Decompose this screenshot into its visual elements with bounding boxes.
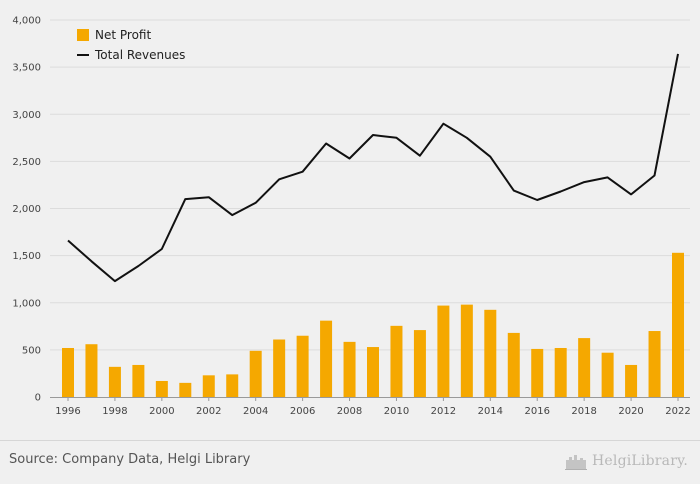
gridlines — [50, 19, 690, 351]
y-tick-label: 3,000 — [12, 110, 41, 121]
x-tick-label: 1996 — [55, 406, 80, 417]
y-tick-label: 4,000 — [12, 16, 41, 27]
bar-net-profit-2002 — [202, 375, 215, 397]
bar-net-profit-1996 — [62, 347, 74, 397]
x-tick-label: 2016 — [525, 406, 550, 417]
net-profit-bars — [62, 252, 684, 397]
bar-net-profit-2012 — [437, 305, 450, 397]
y-tick-label: 3,500 — [12, 63, 41, 74]
bar-net-profit-2022 — [672, 252, 684, 397]
y-axis-ticks: 0 500 1,000 1,500 2,000 2,500 3,000 3,500 4,000 — [12, 16, 41, 404]
y-tick-label: 1,000 — [12, 298, 41, 309]
y-tick-label: 2,500 — [12, 157, 41, 168]
legend-label-net-profit: Net Profit — [95, 28, 151, 42]
total-revenues-line — [67, 53, 679, 283]
bar-net-profit-2008 — [343, 341, 356, 397]
x-tick-label: 2002 — [196, 406, 221, 417]
legend: Net Profit Total Revenues — [77, 28, 185, 62]
chart: 05001,0001,5002,0002,5003,0003,5004,000 … — [12, 16, 691, 418]
x-tick-label: 2006 — [290, 406, 315, 417]
bar-net-profit-2015 — [507, 332, 520, 397]
bar-net-profit-2014 — [484, 309, 497, 397]
x-tick-label: 1998 — [102, 406, 127, 417]
bar-net-profit-2004 — [249, 350, 262, 397]
bar-net-profit-2017 — [554, 347, 567, 397]
y-tick-label: 500 — [22, 345, 41, 356]
bar-net-profit-2000 — [155, 380, 168, 397]
helgi-library-logo-icon — [565, 455, 588, 470]
bar-net-profit-2006 — [296, 335, 309, 397]
x-tick-label: 2000 — [149, 406, 174, 417]
bar-net-profit-1997 — [85, 344, 98, 397]
x-tick-label: 2022 — [665, 406, 690, 417]
x-tick-label: 2012 — [431, 406, 456, 417]
x-axis-ticks: 1996 1998 2000 2002 2004 2006 2008 2010 2012 2014… — [55, 397, 691, 417]
x-tick-label: 2010 — [384, 406, 409, 417]
legend-label-total-revenues: Total Revenues — [94, 48, 185, 62]
bar-net-profit-2001 — [179, 382, 192, 397]
source-note: Source: Company Data, Helgi Library — [9, 452, 251, 467]
y-tick-label: 2,000 — [12, 204, 41, 215]
bar-net-profit-1999 — [132, 364, 145, 397]
footer: Source: Company Data, Helgi Library Helg… — [0, 440, 700, 484]
x-tick-label: 2018 — [571, 406, 596, 417]
bar-net-profit-2020 — [625, 364, 638, 397]
bar-net-profit-2003 — [226, 374, 239, 397]
bar-net-profit-2007 — [320, 320, 333, 397]
y-tick-label: 0 — [35, 393, 41, 404]
bar-net-profit-2021 — [648, 331, 661, 397]
brand[interactable]: HelgiLibrary. — [564, 451, 688, 471]
bar-net-profit-1998 — [108, 366, 121, 397]
x-tick-label: 2014 — [478, 406, 503, 417]
y-tick-label: 1,500 — [12, 251, 41, 262]
bar-net-profit-2016 — [531, 348, 544, 397]
legend-swatch-net-profit — [77, 29, 89, 41]
bar-net-profit-2019 — [601, 352, 614, 397]
bar-net-profit-2018 — [578, 338, 591, 397]
x-tick-label: 2008 — [337, 406, 362, 417]
bar-net-profit-2013 — [460, 304, 473, 397]
bar-net-profit-2011 — [413, 330, 426, 397]
x-tick-label: 2020 — [618, 406, 643, 417]
x-tick-label: 2004 — [243, 406, 268, 417]
bar-net-profit-2005 — [273, 339, 286, 397]
bar-net-profit-2009 — [367, 347, 379, 397]
brand-name: HelgiLibrary. — [592, 453, 688, 469]
bar-net-profit-2010 — [390, 325, 403, 397]
